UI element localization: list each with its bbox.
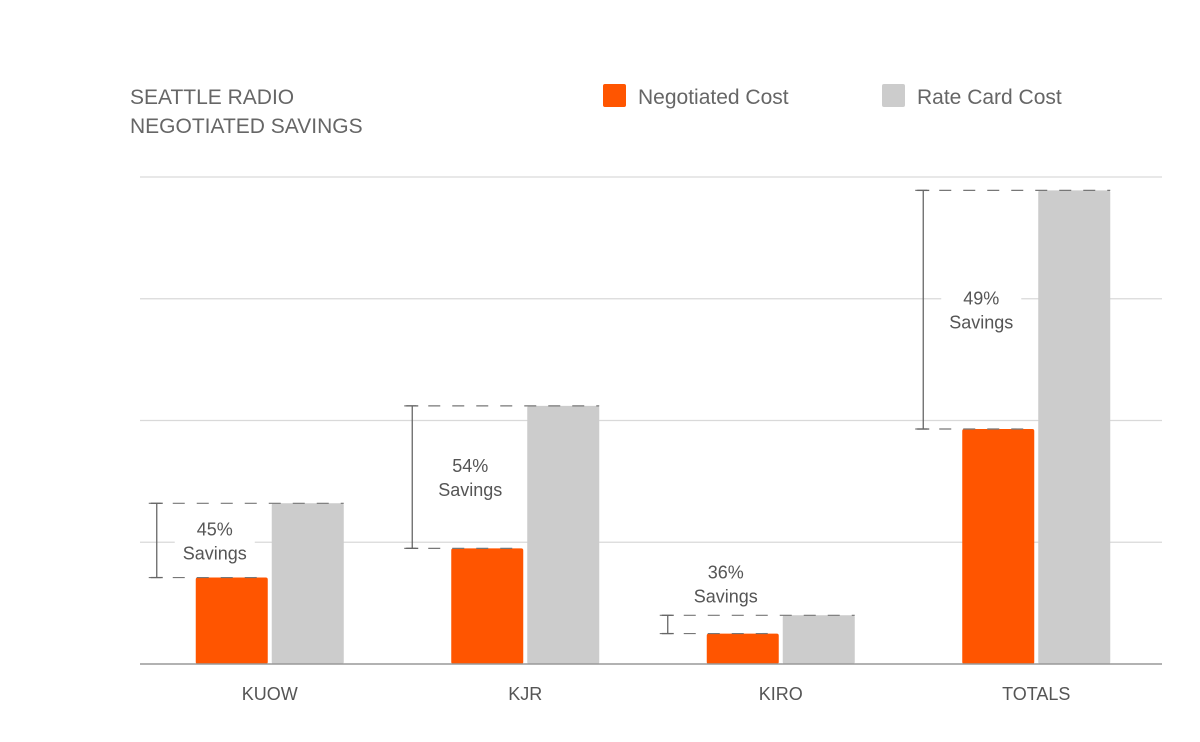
bars [195, 190, 1111, 664]
savings-word-label: Savings [438, 480, 502, 500]
annotations: 45% Savings 54% Savings 36% Savings 49% Savings [148, 189, 1111, 635]
savings-word-label: Savings [694, 586, 758, 606]
x-tick-label: TOTALS [1002, 684, 1070, 704]
annotation-background [430, 453, 511, 502]
chart-title-line-1: SEATTLE RADIO [130, 86, 294, 109]
bar-negotiated-totals [962, 429, 1035, 664]
x-tick-label: KJR [508, 684, 542, 704]
x-tick-label: KUOW [242, 684, 298, 704]
legend-label-negotiated-cost: Negotiated Cost [638, 86, 789, 109]
savings-word-label: Savings [183, 543, 247, 563]
annotation-background [941, 285, 1022, 334]
legend: Negotiated Cost Rate Card Cost [603, 84, 1062, 109]
annotation-background [174, 516, 255, 565]
savings-word-label: Savings [949, 313, 1013, 333]
x-tick-labels: KUOW KJR KIRO TOTALS [242, 684, 1071, 704]
legend-swatch-negotiated-cost [603, 84, 626, 107]
x-tick-label: KIRO [759, 684, 803, 704]
savings-percent-label: 45% [197, 519, 233, 539]
bar-rate-card-kuow [271, 503, 344, 664]
bar-negotiated-kjr [451, 548, 524, 664]
annotation-background [685, 559, 766, 608]
bar-negotiated-kiro [706, 633, 779, 664]
savings-percent-label: 49% [963, 289, 999, 309]
bar-negotiated-kuow [195, 577, 268, 664]
savings-percent-label: 54% [452, 456, 488, 476]
chart-title: SEATTLE RADIO NEGOTIATED SAVINGS [130, 86, 363, 138]
chart-title-line-2: NEGOTIATED SAVINGS [130, 115, 363, 138]
bar-rate-card-kiro [782, 615, 855, 664]
legend-swatch-rate-card-cost [882, 84, 905, 107]
bar-rate-card-totals [1038, 190, 1111, 664]
bar-rate-card-kjr [527, 405, 600, 664]
savings-percent-label: 36% [708, 562, 744, 582]
legend-label-rate-card-cost: Rate Card Cost [917, 86, 1062, 109]
